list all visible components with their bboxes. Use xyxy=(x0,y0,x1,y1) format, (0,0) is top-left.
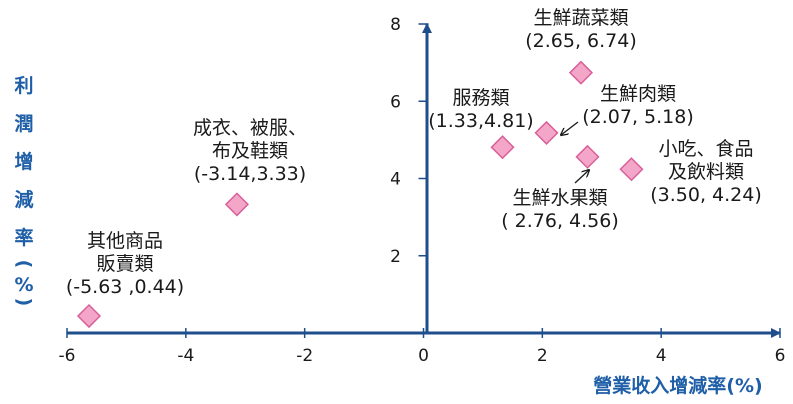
y-axis-title-char: 減 xyxy=(14,188,33,211)
leader-arrow-meat xyxy=(561,121,579,135)
point-label: 其他商品 xyxy=(87,230,163,252)
y-tick-label: 8 xyxy=(390,15,401,35)
y-tick-label: 6 xyxy=(390,92,401,112)
x-tick-label: -4 xyxy=(177,346,194,366)
data-point-marker xyxy=(575,144,600,169)
y-axis-title-char: 率 xyxy=(14,226,33,249)
point-label: (2.65, 6.74) xyxy=(525,30,637,52)
point-label: (2.07, 5.18) xyxy=(582,106,694,128)
x-tick-label: 0 xyxy=(418,346,429,366)
y-axis-title-char: 增 xyxy=(14,150,33,173)
point-label: 及飲料類 xyxy=(668,161,744,183)
y-axis-title-char: % xyxy=(14,274,33,296)
point-label: (3.50, 4.24) xyxy=(650,184,762,206)
x-axis-ticks: -6 -4 -2 0 2 4 6 xyxy=(59,328,786,366)
x-tick-label: 2 xyxy=(537,346,548,366)
point-label: 生鮮蔬菜類 xyxy=(533,7,628,29)
point-label: (-5.63 ,0.44) xyxy=(66,276,184,298)
point-label: 販賣類 xyxy=(96,253,153,275)
data-point-marker xyxy=(490,135,515,160)
leader-arrow-fruit xyxy=(574,170,589,184)
y-axis-title-char: ) xyxy=(13,298,35,307)
data-point-marker xyxy=(534,120,559,145)
data-points xyxy=(76,60,644,329)
x-tick-label: -6 xyxy=(59,346,76,366)
x-tick-label: 4 xyxy=(656,346,667,366)
data-point-marker xyxy=(224,192,249,217)
data-point-marker xyxy=(568,60,594,85)
point-label: 成衣、被服、 xyxy=(193,117,307,139)
point-label: (1.33,4.81) xyxy=(428,110,533,132)
point-label: 生鮮肉類 xyxy=(600,83,676,105)
x-axis-title: 營業收入增減率(%) xyxy=(593,374,762,397)
y-tick-label: 4 xyxy=(390,170,401,190)
y-axis-title-char: 利 xyxy=(14,75,33,97)
point-label: 小吃、食品 xyxy=(658,138,753,160)
y-axis-title-char: 潤 xyxy=(14,112,33,135)
x-tick-label: 6 xyxy=(775,346,786,366)
data-point-marker xyxy=(76,303,102,329)
point-label: ( 2.76, 4.56) xyxy=(501,210,619,232)
point-label: 布及鞋類 xyxy=(212,140,288,162)
point-label: 生鮮水果類 xyxy=(512,187,607,209)
y-axis-title-char: ( xyxy=(13,260,35,269)
y-tick-label: 2 xyxy=(390,247,401,267)
point-label: 服務類 xyxy=(452,87,509,109)
y-axis-ticks: 2 4 6 8 xyxy=(390,15,429,267)
data-point-marker xyxy=(619,157,644,182)
x-tick-label: -2 xyxy=(296,346,313,366)
point-label: (-3.14,3.33) xyxy=(194,163,306,185)
